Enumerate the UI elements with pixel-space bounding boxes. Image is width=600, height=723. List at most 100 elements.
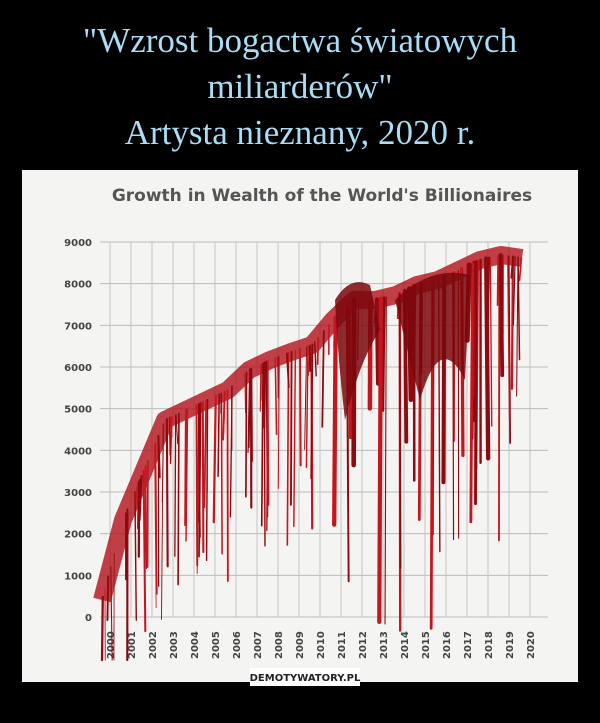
- chart-title: Growth in Wealth of the World's Billiona…: [112, 186, 532, 206]
- blood-drip: [489, 256, 493, 427]
- blood-drip: [134, 490, 138, 621]
- blood-drip: [510, 255, 515, 390]
- x-tick-label: 2003: [169, 631, 180, 659]
- x-tick-label: 2013: [379, 631, 390, 659]
- blood-drip: [203, 399, 208, 509]
- blood-drip: [512, 256, 516, 326]
- blood-drip: [197, 403, 201, 538]
- x-tick-label: 2018: [484, 631, 495, 659]
- blood-drip: [229, 385, 233, 518]
- blood-drip: [244, 373, 246, 414]
- x-tick-label: 2012: [358, 631, 369, 659]
- y-tick-label: 2000: [64, 530, 92, 541]
- blood-drip: [321, 330, 325, 428]
- blood-drip: [177, 412, 180, 586]
- y-tick-label: 8000: [64, 280, 92, 291]
- blood-drip: [332, 315, 338, 527]
- blood-drip: [474, 260, 478, 506]
- blood-drip: [161, 423, 164, 620]
- blood-drip: [184, 408, 188, 527]
- blood-drip: [220, 392, 223, 555]
- blood-drip: [313, 341, 317, 377]
- header-line: "Wzrost bogactwa światowych: [82, 21, 518, 60]
- blood-drip: [496, 254, 499, 306]
- blood-drip: [144, 466, 148, 570]
- blood-drip: [304, 346, 308, 450]
- watermark-box: [250, 668, 360, 686]
- blood-drip: [516, 256, 519, 397]
- blood-drip: [245, 371, 248, 498]
- blood-drip: [142, 469, 147, 633]
- x-tick-label: 2007: [253, 631, 264, 659]
- blood-drip: [486, 256, 490, 335]
- blood-drip: [381, 296, 386, 412]
- x-tick-label: 2015: [421, 631, 432, 659]
- blood-drip: [293, 349, 297, 528]
- blood-drip: [201, 400, 205, 554]
- blood-drip: [299, 348, 302, 467]
- blood-drip: [110, 565, 113, 661]
- x-tick-label: 2009: [295, 631, 306, 659]
- blood-drip: [310, 343, 314, 480]
- blood-drip: [274, 357, 278, 436]
- blood-drip: [507, 255, 511, 421]
- blood-drip: [498, 253, 505, 378]
- blood-drip: [174, 414, 177, 557]
- y-tick-label: 0: [85, 613, 92, 624]
- blood-drip: [154, 441, 158, 595]
- x-tick-label: 2002: [148, 631, 159, 659]
- y-tick-label: 5000: [64, 405, 92, 416]
- blood-paint: [93, 246, 524, 662]
- blood-drip: [469, 262, 475, 524]
- header-line: Artysta nieznany, 2020 r.: [124, 113, 476, 152]
- watermark: DEMOTYWATORY.PL: [250, 673, 361, 684]
- y-tick-label: 6000: [64, 363, 92, 374]
- blood-drip: [185, 408, 189, 542]
- blood-drip: [510, 255, 515, 279]
- blood-drip: [259, 363, 262, 412]
- blood-drip: [222, 390, 226, 441]
- x-tick-label: 2001: [127, 631, 138, 659]
- header-line: miliarderów": [207, 67, 393, 106]
- y-tick-label: 9000: [64, 238, 92, 249]
- x-tick-label: 2005: [211, 631, 222, 659]
- x-tick-label: 2014: [400, 631, 411, 659]
- blood-drip: [398, 292, 402, 569]
- header: "Wzrost bogactwa światowych miliarderów"…: [0, 18, 600, 156]
- x-tick-label: 2019: [505, 631, 516, 659]
- blood-drip: [100, 595, 104, 662]
- blood-drip: [154, 444, 157, 609]
- x-tick-label: 2010: [316, 631, 327, 659]
- blood-drip: [263, 361, 267, 429]
- blood-drip: [374, 297, 381, 386]
- blood-pool: [335, 272, 470, 420]
- blood-drip: [165, 418, 169, 568]
- x-tick-label: 2020: [526, 631, 537, 659]
- blood-drip: [260, 362, 264, 527]
- blood-drip: [305, 345, 309, 469]
- x-tick-label: 2008: [274, 631, 285, 659]
- x-tick-label: 2004: [190, 631, 201, 659]
- blood-drip: [377, 296, 383, 624]
- blood-drip: [384, 296, 387, 625]
- blood-drip: [195, 404, 199, 567]
- blood-drip: [518, 257, 523, 282]
- blood-drip: [138, 474, 143, 522]
- x-tick-label: 2011: [337, 631, 348, 659]
- grid: 9000 8000 7000 6000 5000 4000 3000 2000 1000 0 200…: [64, 238, 548, 659]
- blood-drip: [217, 393, 220, 478]
- x-tick-label: 2017: [463, 631, 474, 659]
- blood-drip: [484, 256, 491, 461]
- y-tick-label: 4000: [64, 446, 92, 457]
- y-tick-label: 1000: [64, 571, 92, 582]
- blood-drip: [286, 352, 290, 389]
- blood-drip: [277, 355, 280, 490]
- x-tick-label: 2016: [442, 631, 453, 659]
- blood-drip: [168, 417, 171, 463]
- blood-drip: [251, 368, 253, 462]
- y-tick-label: 3000: [64, 488, 92, 499]
- y-tick-label: 7000: [64, 321, 92, 332]
- blood-drip: [212, 394, 217, 524]
